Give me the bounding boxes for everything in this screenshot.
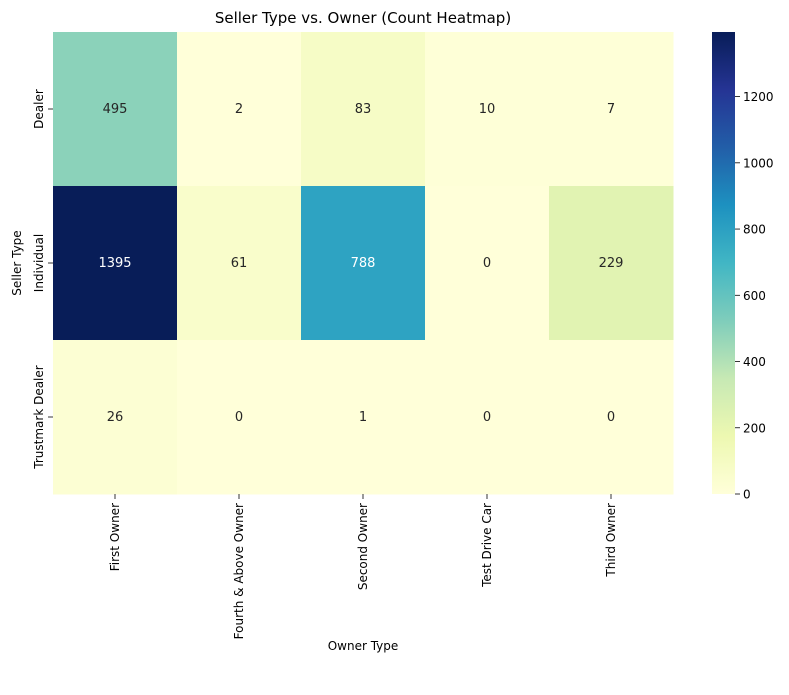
cell-value-label: 1395 — [98, 256, 131, 271]
heatmap-cell — [177, 340, 302, 495]
heatmap-cell — [177, 32, 302, 187]
y-axis-label: Seller Type — [10, 230, 24, 295]
colorbar-tick-label: 600 — [743, 289, 766, 303]
heatmap-cell — [301, 32, 426, 187]
x-axis-label: Owner Type — [328, 639, 399, 653]
heatmap-cell — [549, 186, 674, 341]
colorbar-tick-label: 800 — [743, 223, 766, 237]
cell-value-label: 2 — [235, 102, 243, 117]
cell-value-label: 7 — [607, 102, 615, 117]
colorbar-tick-label: 1200 — [743, 90, 774, 104]
chart-title: Seller Type vs. Owner (Count Heatmap) — [215, 9, 511, 27]
heatmap-cell — [425, 186, 550, 341]
heatmap-cell — [53, 32, 178, 187]
x-tick-label: First Owner — [108, 503, 122, 571]
heatmap-cell — [301, 340, 426, 495]
heatmap-cell — [53, 186, 178, 341]
y-tick-label: Dealer — [32, 89, 46, 129]
y-axis: Dealer Individual Trustmark Dealer — [32, 89, 53, 470]
colorbar-tick-label: 0 — [743, 488, 751, 502]
heatmap-cell — [425, 340, 550, 495]
cell-value-label: 10 — [479, 102, 496, 117]
cell-value-label: 495 — [103, 102, 128, 117]
cell-value-label: 0 — [607, 410, 615, 425]
heatmap-cell — [301, 186, 426, 341]
cell-value-label: 61 — [231, 256, 248, 271]
cell-value-label: 788 — [351, 256, 376, 271]
cell-value-label: 229 — [599, 256, 624, 271]
cell-value-label: 83 — [355, 102, 372, 117]
heatmap-cell — [53, 340, 178, 495]
cell-value-label: 0 — [235, 410, 243, 425]
colorbar-tick-label: 200 — [743, 421, 766, 435]
heatmap-cell — [177, 186, 302, 341]
y-tick-label: Individual — [32, 234, 46, 292]
heatmap-cell — [425, 32, 550, 187]
cell-value-label: 0 — [483, 410, 491, 425]
cell-value-label: 1 — [359, 410, 367, 425]
x-tick-label: Second Owner — [356, 503, 370, 590]
colorbar-tick-label: 400 — [743, 355, 766, 369]
colorbar: 0 200 400 600 800 1000 1200 — [712, 32, 774, 502]
x-tick-label: Fourth & Above Owner — [232, 503, 246, 639]
x-tick-label: Test Drive Car — [480, 503, 494, 588]
heatmap-cell — [549, 340, 674, 495]
colorbar-gradient — [712, 32, 735, 494]
cell-value-label: 26 — [107, 410, 124, 425]
x-tick-label: Third Owner — [604, 503, 618, 578]
cell-value-label: 0 — [483, 256, 491, 271]
y-tick-label: Trustmark Dealer — [32, 365, 46, 469]
colorbar-tick-label: 1000 — [743, 156, 774, 170]
heatmap-cell — [549, 32, 674, 187]
x-axis: First Owner Fourth & Above Owner Second Ow… — [108, 494, 618, 639]
